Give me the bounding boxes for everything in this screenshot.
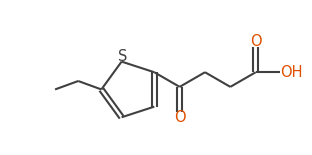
Text: O: O xyxy=(174,110,185,125)
Text: OH: OH xyxy=(280,65,303,80)
Text: O: O xyxy=(250,34,261,49)
Text: S: S xyxy=(119,49,128,64)
